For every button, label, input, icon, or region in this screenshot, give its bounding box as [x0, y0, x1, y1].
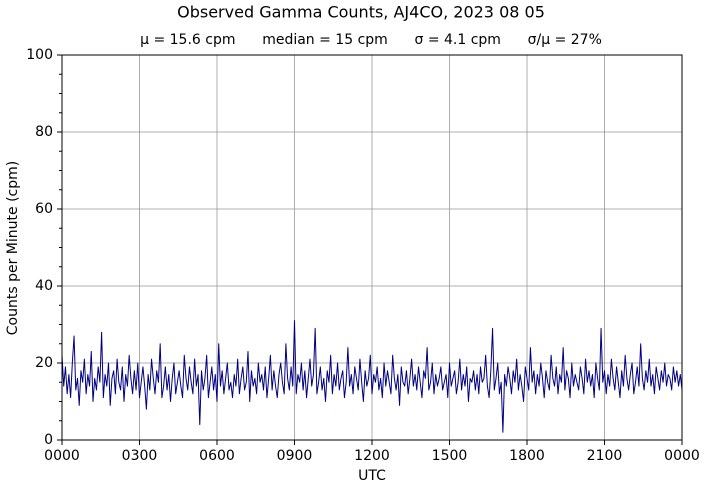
y-tick-label: 40 [35, 278, 53, 294]
x-tick-label: 0300 [122, 448, 158, 464]
x-tick-label: 1500 [432, 448, 468, 464]
y-tick-label: 100 [26, 47, 53, 63]
data-line [61, 320, 683, 433]
y-tick-label: 0 [44, 432, 53, 448]
y-axis-label: Counts per Minute (cpm) [5, 161, 21, 335]
x-tick-label: 1800 [509, 448, 545, 464]
y-tick-label: 80 [35, 124, 53, 140]
x-tick-label: 2100 [587, 448, 623, 464]
x-tick-label: 0900 [277, 448, 313, 464]
y-tick-label: 20 [35, 355, 53, 371]
x-tick-label: 0000 [664, 448, 700, 464]
chart-title: Observed Gamma Counts, AJ4CO, 2023 08 05 [177, 3, 545, 22]
x-tick-label: 1200 [354, 448, 390, 464]
plot-frame [61, 54, 683, 441]
chart-subtitle: μ = 15.6 cpm median = 15 cpm σ = 4.1 cpm… [140, 32, 602, 48]
y-tick-label: 60 [35, 201, 53, 217]
x-tick-label: 0600 [199, 448, 235, 464]
x-axis-label: UTC [358, 468, 386, 484]
x-tick-label: 0000 [44, 448, 80, 464]
